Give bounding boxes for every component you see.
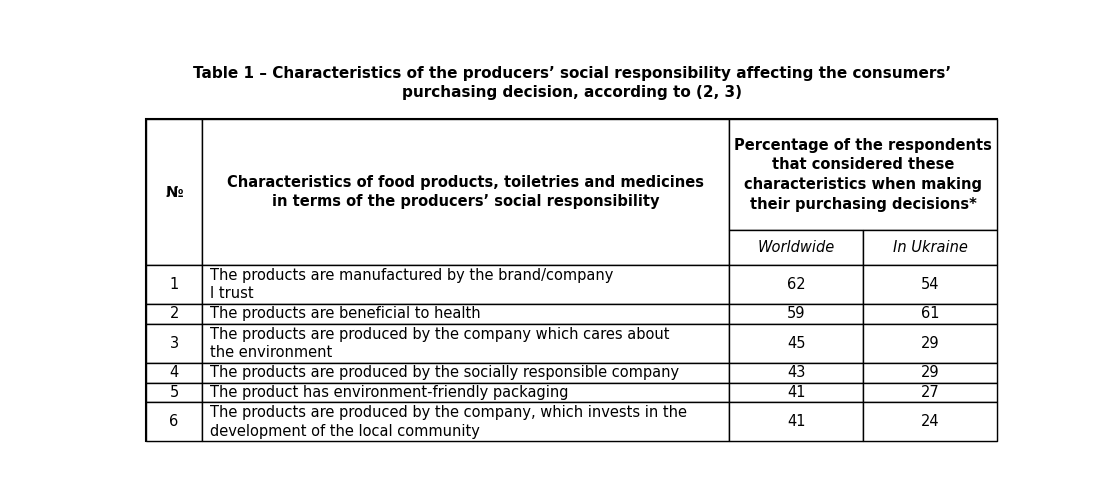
Bar <box>730 324 864 363</box>
Bar <box>202 304 730 324</box>
Text: The products are produced by the socially responsible company: The products are produced by the sociall… <box>211 365 680 380</box>
Bar <box>146 324 202 363</box>
Text: 29: 29 <box>921 336 940 351</box>
Bar <box>864 402 998 441</box>
Text: 54: 54 <box>921 277 940 292</box>
Text: The products are beneficial to health: The products are beneficial to health <box>211 306 481 321</box>
Bar <box>202 265 730 304</box>
Bar <box>730 363 864 382</box>
Bar <box>202 324 730 363</box>
Text: The products are produced by the company, which invests in the
development of th: The products are produced by the company… <box>211 405 687 439</box>
Text: 6: 6 <box>170 414 179 429</box>
Bar <box>730 402 864 441</box>
Bar <box>730 119 998 231</box>
Text: 3: 3 <box>170 336 179 351</box>
Text: 5: 5 <box>170 385 179 400</box>
Text: 2: 2 <box>170 306 179 321</box>
Bar <box>864 304 998 324</box>
Bar <box>730 265 864 304</box>
Text: The product has environment-friendly packaging: The product has environment-friendly pac… <box>211 385 569 400</box>
Bar <box>202 402 730 441</box>
Bar <box>146 363 202 382</box>
Bar <box>202 363 730 382</box>
Text: Percentage of the respondents
that considered these
characteristics when making
: Percentage of the respondents that consi… <box>734 137 992 212</box>
Text: 45: 45 <box>787 336 806 351</box>
Bar <box>864 231 998 265</box>
Bar <box>730 231 864 265</box>
Bar <box>146 402 202 441</box>
Text: 1: 1 <box>170 277 179 292</box>
Bar <box>202 382 730 402</box>
Text: 41: 41 <box>787 385 806 400</box>
Bar <box>202 119 730 265</box>
Bar <box>864 324 998 363</box>
Bar <box>146 382 202 402</box>
Bar <box>146 119 998 441</box>
Bar <box>146 304 202 324</box>
Bar <box>730 304 864 324</box>
Text: 27: 27 <box>921 385 940 400</box>
Text: 4: 4 <box>170 365 179 380</box>
Bar <box>146 119 202 265</box>
Bar <box>146 265 202 304</box>
Bar <box>864 265 998 304</box>
Text: 43: 43 <box>787 365 806 380</box>
Text: The products are manufactured by the brand/company
I trust: The products are manufactured by the bra… <box>211 268 614 301</box>
Text: 61: 61 <box>921 306 940 321</box>
Text: 29: 29 <box>921 365 940 380</box>
Text: In Ukraine: In Ukraine <box>893 240 968 255</box>
Bar <box>730 382 864 402</box>
Text: purchasing decision, according to (2, 3): purchasing decision, according to (2, 3) <box>402 86 742 101</box>
Text: 41: 41 <box>787 414 806 429</box>
Bar <box>864 382 998 402</box>
Text: Worldwide: Worldwide <box>758 240 835 255</box>
Text: Table 1 – Characteristics of the producers’ social responsibility affecting the : Table 1 – Characteristics of the produce… <box>193 66 951 81</box>
Text: The products are produced by the company which cares about
the environment: The products are produced by the company… <box>211 327 670 360</box>
Text: 62: 62 <box>787 277 806 292</box>
Text: №: № <box>165 185 183 200</box>
Text: 24: 24 <box>921 414 940 429</box>
Text: Characteristics of food products, toiletries and medicines
in terms of the produ: Characteristics of food products, toilet… <box>227 175 704 210</box>
Bar <box>864 363 998 382</box>
Text: 59: 59 <box>787 306 806 321</box>
